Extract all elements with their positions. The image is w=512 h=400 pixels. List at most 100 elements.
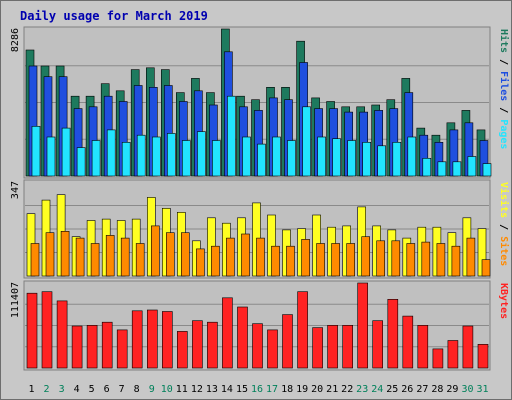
- bar-kbytes-day-7: [116, 329, 128, 369]
- bar-pages-day-28: [437, 161, 447, 177]
- bar-pages-day-25: [392, 142, 402, 177]
- y-max-label: 8286: [10, 28, 21, 52]
- bar-sites-day-10: [166, 232, 175, 277]
- bar-kbytes-day-31: [477, 343, 489, 369]
- series-kbytes: [26, 282, 489, 369]
- panel-hits-files-pages: 8286 Hits / Files / Pages: [10, 26, 510, 179]
- bar-kbytes-day-29: [447, 340, 459, 369]
- series-sites: [30, 225, 491, 277]
- bar-kbytes-day-28: [432, 348, 444, 369]
- bar-kbytes-day-5: [86, 324, 98, 369]
- day-label-21: 21: [326, 384, 338, 395]
- bar-pages-day-14: [227, 95, 236, 177]
- day-label-18: 18: [281, 384, 293, 395]
- y-max-label: 347: [10, 181, 21, 199]
- bar-sites-day-23: [361, 236, 371, 277]
- bar-sites-day-2: [45, 232, 55, 277]
- bar-pages-day-1: [31, 126, 41, 177]
- bar-pages-day-10: [167, 133, 176, 177]
- bar-sites-day-3: [60, 231, 70, 277]
- bar-pages-day-31: [482, 163, 492, 177]
- bar-pages-day-4: [76, 147, 86, 177]
- bar-sites-day-25: [391, 240, 401, 277]
- bar-pages-day-3: [61, 127, 71, 177]
- bar-kbytes-day-17: [267, 329, 278, 369]
- legend-separator: /: [498, 218, 509, 236]
- bar-kbytes-day-25: [387, 298, 399, 369]
- day-label-9: 9: [149, 384, 155, 395]
- bar-pages-day-6: [106, 129, 116, 177]
- bar-sites-day-7: [120, 237, 130, 277]
- bar-pages-day-15: [242, 136, 251, 177]
- day-label-25: 25: [386, 384, 398, 395]
- legend-entry-kbytes: KBytes: [498, 283, 509, 319]
- series-pages: [31, 95, 492, 177]
- day-label-27: 27: [416, 384, 428, 395]
- bar-sites-day-15: [241, 233, 250, 277]
- bar-sites-day-9: [151, 225, 160, 277]
- legend-separator: /: [498, 101, 509, 119]
- bar-kbytes-day-3: [56, 300, 68, 369]
- bar-pages-day-17: [272, 136, 281, 177]
- day-label-13: 13: [206, 384, 218, 395]
- bar-sites-day-12: [196, 248, 205, 277]
- panel-kbytes: 111407 KBytes: [10, 280, 509, 371]
- bar-kbytes-day-13: [207, 321, 218, 369]
- day-label-17: 17: [266, 384, 278, 395]
- legend-label: Hits / Files / Pages: [498, 29, 510, 149]
- bar-pages-day-9: [152, 136, 161, 177]
- day-label-26: 26: [401, 384, 413, 395]
- day-label-7: 7: [119, 384, 125, 395]
- bar-sites-day-17: [271, 245, 280, 277]
- bar-pages-day-2: [46, 136, 56, 177]
- bar-sites-day-19: [301, 239, 310, 277]
- day-label-23: 23: [356, 384, 368, 395]
- legend-label: KBytes: [498, 283, 509, 319]
- day-label-14: 14: [221, 384, 233, 395]
- bar-sites-day-20: [316, 243, 325, 277]
- bar-kbytes-day-1: [26, 292, 38, 369]
- day-label-4: 4: [74, 384, 80, 395]
- day-label-12: 12: [191, 384, 203, 395]
- day-label-2: 2: [43, 384, 49, 395]
- day-label-24: 24: [371, 384, 383, 395]
- bar-kbytes-day-20: [312, 327, 323, 369]
- bar-pages-day-23: [362, 142, 372, 177]
- bar-pages-day-12: [197, 131, 206, 177]
- bar-kbytes-day-2: [41, 291, 53, 369]
- day-label-5: 5: [89, 384, 95, 395]
- bar-sites-day-8: [135, 243, 145, 277]
- bar-pages-day-11: [182, 140, 191, 177]
- day-label-15: 15: [236, 384, 248, 395]
- bar-sites-day-18: [286, 245, 295, 277]
- day-label-3: 3: [59, 384, 65, 395]
- bar-sites-day-22: [346, 243, 356, 277]
- legend-label: Visits / Sites: [498, 182, 510, 266]
- bar-pages-day-16: [257, 143, 266, 177]
- bar-kbytes-day-21: [327, 324, 338, 369]
- bar-kbytes-day-12: [192, 320, 203, 369]
- day-label-8: 8: [134, 384, 140, 395]
- bar-pages-day-27: [422, 158, 432, 177]
- bar-sites-day-31: [481, 259, 491, 277]
- bar-pages-day-13: [212, 140, 221, 177]
- panel-visits-sites: 347 Visits / Sites: [10, 179, 510, 279]
- day-axis-labels: 1 2 3 4 5 6 7 8 9 10 11 12 13 14 15 16 17 18 19 20 21 22 23 24 2…: [28, 384, 488, 395]
- bar-sites-day-14: [226, 237, 235, 277]
- bar-sites-day-13: [211, 245, 220, 277]
- day-label-10: 10: [161, 384, 173, 395]
- bar-sites-day-26: [406, 243, 416, 277]
- day-label-19: 19: [296, 384, 308, 395]
- bar-kbytes-day-16: [252, 323, 263, 369]
- legend-separator: /: [498, 53, 509, 71]
- bar-sites-day-4: [75, 237, 85, 277]
- bar-pages-day-24: [377, 145, 387, 177]
- bar-pages-day-20: [317, 136, 326, 177]
- bar-sites-day-28: [436, 243, 446, 277]
- bar-kbytes-day-18: [282, 314, 293, 369]
- bar-sites-day-21: [331, 243, 340, 277]
- bar-kbytes-day-27: [417, 324, 429, 369]
- bar-pages-day-8: [136, 134, 146, 177]
- bar-kbytes-day-4: [71, 325, 83, 369]
